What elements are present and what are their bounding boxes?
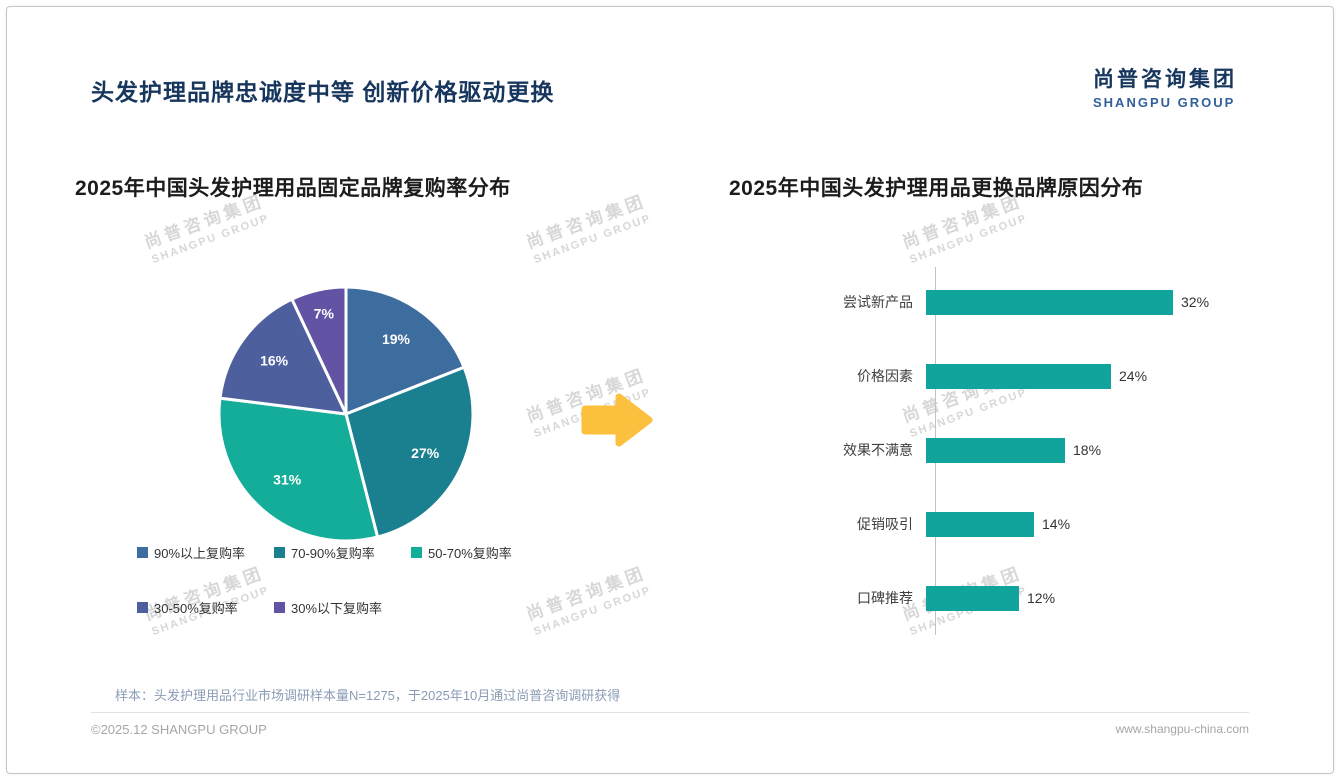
pie-slice-1 — [344, 365, 475, 539]
pie-value-label: 31% — [273, 471, 302, 487]
watermark-cn: 尚普咨询集团 — [523, 191, 649, 253]
pie-legend: 90%以上复购率 70-90%复购率 50-70%复购率 30-50%复购率 30%以下… — [137, 543, 567, 617]
brand-logo-en: SHANGPU GROUP — [1093, 95, 1236, 110]
legend-swatch — [137, 547, 148, 558]
bar-category-label: 效果不满意 — [843, 442, 913, 458]
bar-zone: 32% — [925, 289, 1249, 315]
legend-label: 90%以上复购率 — [154, 546, 246, 561]
legend-item: 70-90%复购率 — [274, 543, 411, 562]
bar-row: 效果不满意 18% — [759, 413, 1249, 487]
pie-value-label: 7% — [314, 306, 335, 322]
bar-zone: 24% — [925, 363, 1249, 389]
brand-logo: 尚普咨询集团 SHANGPU GROUP — [1093, 63, 1237, 110]
legend-swatch — [274, 602, 285, 613]
pie-chart-title: 2025年中国头发护理用品固定品牌复购率分布 — [75, 177, 511, 200]
bar-row: 口碑推荐 12% — [759, 561, 1249, 635]
bar-category-label: 价格因素 — [857, 368, 913, 384]
legend-swatch — [411, 547, 422, 558]
legend-item: 30%以下复购率 — [274, 598, 411, 617]
bar-zone: 14% — [925, 511, 1249, 537]
pie-chart-svg: 19% 27% 31% 16% 7% — [217, 285, 475, 543]
bar-category-label: 口碑推荐 — [857, 590, 913, 606]
page-title: 头发护理品牌忠诚度中等 创新价格驱动更换 — [91, 79, 555, 105]
arrow-shape — [581, 393, 653, 447]
bar-row: 尝试新产品 32% — [759, 265, 1249, 339]
legend-item: 90%以上复购率 — [137, 543, 274, 562]
brand-logo-cn: 尚普咨询集团 — [1093, 68, 1237, 91]
bar-fill — [926, 437, 1065, 463]
bar-value-label: 24% — [1119, 368, 1148, 384]
bar-row: 价格因素 24% — [759, 339, 1249, 413]
bar-zone: 12% — [925, 585, 1249, 611]
bar-value-label: 32% — [1181, 294, 1210, 310]
watermark-en: SHANGPU GROUP — [532, 212, 654, 267]
sample-note: 样本：头发护理用品行业市场调研样本量N=1275，于2025年10月通过尚普咨询… — [115, 688, 621, 703]
legend-label: 30-50%复购率 — [154, 601, 238, 616]
slide-canvas: 尚普咨询集团 SHANGPU GROUP 尚普咨询集团 SHANGPU GROUP 尚普… — [6, 6, 1334, 774]
bar-fill — [926, 289, 1173, 315]
bar-value-label: 18% — [1073, 442, 1102, 458]
pie-value-label: 16% — [260, 352, 289, 368]
bar-value-label: 14% — [1042, 516, 1071, 532]
footer: ©2025.12 SHANGPU GROUP www.shangpu-china… — [91, 712, 1249, 737]
bar-fill — [926, 363, 1111, 389]
legend-swatch — [274, 547, 285, 558]
watermark-en: SHANGPU GROUP — [908, 212, 1030, 267]
bar-category-label: 尝试新产品 — [843, 294, 913, 310]
bar-fill — [926, 511, 1034, 537]
pie-value-label: 19% — [382, 331, 411, 347]
footer-website: www.shangpu-china.com — [1115, 722, 1249, 736]
legend-swatch — [137, 602, 148, 613]
bar-value-label: 12% — [1027, 590, 1056, 606]
legend-label: 30%以下复购率 — [291, 601, 383, 616]
bar-fill — [926, 585, 1019, 611]
bar-zone: 18% — [925, 437, 1249, 463]
pie-slice-3 — [218, 297, 348, 416]
pie-slice-2 — [217, 396, 380, 543]
pie-slice-0 — [344, 285, 466, 416]
pie-chart: 19% 27% 31% 16% 7% — [191, 259, 501, 569]
legend-label: 50-70%复购率 — [428, 546, 512, 561]
footer-copyright: ©2025.12 SHANGPU GROUP — [91, 722, 267, 737]
pie-slice-4 — [290, 285, 348, 416]
legend-item: 50-70%复购率 — [411, 543, 548, 562]
pie-value-label: 27% — [411, 445, 440, 461]
legend-item: 30-50%复购率 — [137, 598, 274, 617]
bar-row: 促销吸引 14% — [759, 487, 1249, 561]
bar-chart: 尝试新产品 32% 价格因素 24% 效果不满意 18% 促销吸引 14% 口碑推荐 12% — [759, 265, 1249, 643]
legend-label: 70-90%复购率 — [291, 546, 375, 561]
bar-chart-title: 2025年中国头发护理用品更换品牌原因分布 — [729, 177, 1144, 200]
right-arrow-icon — [581, 393, 653, 452]
bar-category-label: 促销吸引 — [857, 516, 913, 532]
